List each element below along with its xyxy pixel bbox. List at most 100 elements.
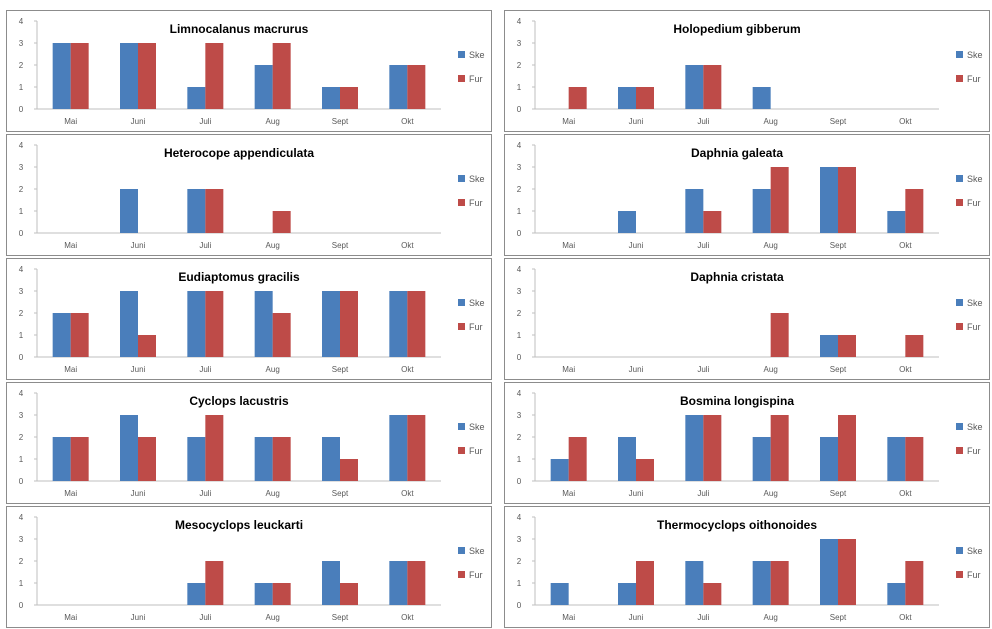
x-tick-label: Sept — [830, 613, 847, 622]
y-tick-label: 2 — [517, 433, 522, 442]
y-tick-label: 3 — [19, 411, 24, 420]
x-tick-label: Okt — [401, 365, 414, 374]
legend-swatch-fur — [956, 323, 963, 330]
x-tick-label: Juli — [199, 365, 211, 374]
y-tick-label: 3 — [517, 287, 522, 296]
bar-fur-sept — [340, 459, 358, 481]
bar-fur-sept — [838, 167, 856, 233]
x-tick-label: Okt — [401, 613, 414, 622]
bar-ske-mai — [52, 43, 71, 109]
bar-ske-mai — [52, 313, 71, 357]
y-tick-label: 2 — [19, 433, 24, 442]
x-tick-label: Mai — [562, 365, 575, 374]
chart-title: Daphnia cristata — [690, 270, 784, 284]
chart-title: Holopedium gibberum — [673, 22, 800, 36]
x-tick-label: Okt — [899, 365, 912, 374]
bar-ske-juli — [187, 437, 206, 481]
x-tick-label: Aug — [764, 613, 778, 622]
y-tick-label: 0 — [517, 477, 522, 486]
x-tick-label: Sept — [830, 117, 847, 126]
chart-svg: Holopedium gibberum 0 1 2 3 4 Mai Juni Juli Aug Se… — [517, 17, 983, 126]
x-tick-label: Mai — [562, 489, 575, 498]
y-tick-label: 4 — [19, 141, 24, 150]
bar-ske-sept — [322, 87, 340, 109]
bar-fur-mai — [568, 437, 587, 481]
bar-ske-sept — [820, 335, 838, 357]
legend-swatch-fur — [458, 199, 465, 206]
y-tick-label: 3 — [19, 39, 24, 48]
bar-fur-mai — [70, 313, 89, 357]
legend-swatch-fur — [956, 199, 963, 206]
x-tick-label: Mai — [562, 613, 575, 622]
bar-fur-okt — [407, 561, 426, 605]
bar-fur-aug — [272, 313, 291, 357]
chart-title: Heterocope appendiculata — [164, 146, 314, 160]
y-tick-label: 0 — [19, 229, 24, 238]
bar-ske-aug — [254, 291, 273, 357]
bar-fur-aug — [272, 583, 291, 605]
bar-fur-aug — [770, 415, 789, 481]
x-tick-label: Juli — [697, 489, 709, 498]
x-tick-label: Juni — [131, 241, 146, 250]
legend-swatch-ske — [956, 175, 963, 182]
y-tick-label: 1 — [517, 207, 522, 216]
legend-label-ske: Ske — [967, 50, 983, 60]
x-tick-label: Juni — [131, 117, 146, 126]
bar-ske-sept — [820, 539, 838, 605]
legend-swatch-fur — [458, 75, 465, 82]
bar-fur-mai — [70, 437, 89, 481]
legend-swatch-ske — [458, 51, 465, 58]
legend-swatch-fur — [458, 447, 465, 454]
bar-ske-aug — [254, 437, 273, 481]
bar-fur-aug — [272, 437, 291, 481]
chart-svg: Eudiaptomus gracilis 0 1 2 3 4 Mai Juni Juli Aug S… — [19, 265, 485, 374]
y-tick-label: 0 — [517, 105, 522, 114]
chart-panel-holopedium-gibberum: Holopedium gibberum 0 1 2 3 4 Mai Juni Juli Aug Se… — [504, 10, 990, 132]
y-tick-label: 0 — [19, 105, 24, 114]
x-tick-label: Sept — [332, 117, 349, 126]
bar-fur-okt — [905, 189, 924, 233]
y-tick-label: 3 — [517, 39, 522, 48]
bar-fur-juli — [205, 415, 224, 481]
x-tick-label: Juni — [629, 489, 644, 498]
chart-title: Mesocyclops leuckarti — [175, 518, 303, 532]
legend-label-fur: Fur — [469, 570, 483, 580]
bar-fur-okt — [407, 291, 426, 357]
bar-ske-aug — [752, 87, 771, 109]
y-tick-label: 1 — [19, 579, 24, 588]
legend-label-ske: Ske — [469, 546, 485, 556]
bar-fur-juli — [205, 291, 224, 357]
y-tick-label: 4 — [517, 17, 522, 26]
legend-swatch-fur — [956, 75, 963, 82]
x-tick-label: Mai — [562, 117, 575, 126]
chart-title: Daphnia galeata — [691, 146, 783, 160]
legend-label-ske: Ske — [967, 174, 983, 184]
bar-ske-juli — [187, 189, 206, 233]
chart-panel-mesocyclops-leuckarti: Mesocyclops leuckarti 0 1 2 3 4 Mai Juni Juli Aug… — [6, 506, 492, 628]
x-tick-label: Juni — [629, 117, 644, 126]
bar-fur-sept — [340, 87, 358, 109]
bar-ske-mai — [550, 459, 569, 481]
x-tick-label: Aug — [266, 117, 280, 126]
legend-label-fur: Fur — [469, 198, 483, 208]
chart-title: Eudiaptomus gracilis — [178, 270, 300, 284]
x-tick-label: Juli — [697, 241, 709, 250]
legend-swatch-ske — [956, 423, 963, 430]
y-tick-label: 2 — [517, 185, 522, 194]
bar-fur-sept — [838, 539, 856, 605]
bar-fur-okt — [905, 437, 924, 481]
y-tick-label: 4 — [19, 513, 24, 522]
y-tick-label: 1 — [19, 207, 24, 216]
bar-ske-juli — [685, 561, 704, 605]
chart-panel-bosmina-longispina: Bosmina longispina 0 1 2 3 4 Mai Juni Juli Aug Sep… — [504, 382, 990, 504]
x-tick-label: Sept — [332, 365, 349, 374]
legend-swatch-ske — [458, 175, 465, 182]
bar-fur-juni — [636, 561, 654, 605]
bar-ske-juni — [618, 437, 636, 481]
x-tick-label: Juni — [131, 365, 146, 374]
x-tick-label: Okt — [899, 489, 912, 498]
x-tick-label: Mai — [64, 489, 77, 498]
legend-label-ske: Ske — [967, 422, 983, 432]
chart-panel-limnocalanus-macrurus: Limnocalanus macrurus 0 1 2 3 4 Mai Juni Juli Aug… — [6, 10, 492, 132]
chart-panel-eudiaptomus-gracilis: Eudiaptomus gracilis 0 1 2 3 4 Mai Juni Juli Aug S… — [6, 258, 492, 380]
